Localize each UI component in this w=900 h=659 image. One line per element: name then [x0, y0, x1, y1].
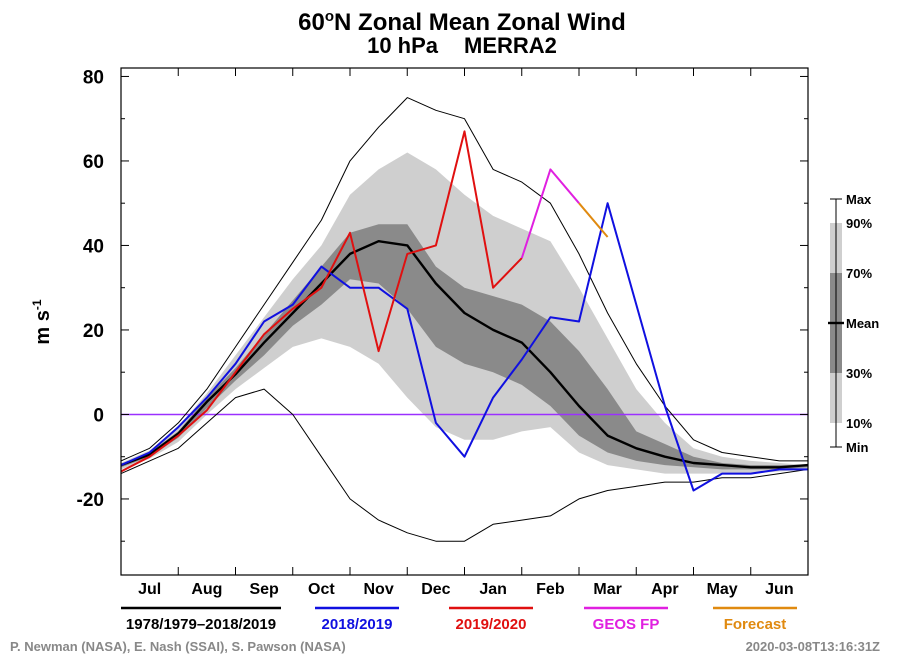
x-month-labels: Jul Aug Sep Oct Nov Dec Jan Feb Mar Apr May Jun — [138, 581, 794, 598]
series-line-forecast — [578, 202, 609, 238]
x-month-label: Apr — [651, 581, 679, 598]
x-month-label: Sep — [249, 581, 279, 598]
band-legend-label: 10% — [846, 416, 872, 431]
series-line-2019-2020 — [120, 130, 523, 473]
legend-label: Forecast — [724, 616, 787, 633]
band-legend-label: Mean — [846, 316, 879, 331]
chart-subtitle: 10 hPa MERRA2 — [367, 33, 557, 58]
x-month-label: Aug — [191, 581, 222, 598]
band-legend: Max 90% 70% Mean 30% 10% Min — [828, 192, 879, 455]
x-month-label: Nov — [364, 581, 394, 598]
band-legend-label: 90% — [846, 216, 872, 231]
x-month-label: Jul — [138, 581, 161, 598]
band-legend-label: Min — [846, 440, 868, 455]
credits-timestamp: 2020-03-08T13:16:31Z — [746, 639, 880, 654]
chart-title: 60oN Zonal Mean Zonal Wind — [298, 8, 626, 36]
series-lines — [120, 97, 809, 542]
y-tick-label: 40 — [83, 236, 104, 257]
x-month-label: Dec — [421, 581, 450, 598]
series-legend: 1978/1979–2018/2019 2018/2019 2019/2020 GEO… — [121, 606, 797, 633]
series-climatology-min — [120, 388, 809, 542]
y-tick-label: -20 — [77, 490, 104, 511]
x-month-label: Oct — [308, 581, 335, 598]
x-month-label: Jun — [765, 581, 793, 598]
legend-label: 1978/1979–2018/2019 — [126, 616, 276, 633]
axis-ticks — [120, 68, 809, 575]
band-legend-label: 70% — [846, 266, 872, 281]
x-month-label: Feb — [536, 581, 565, 598]
legend-label: GEOS FP — [593, 616, 660, 633]
x-month-label: Jan — [479, 581, 507, 598]
band-30-70 — [121, 224, 808, 470]
y-tick-label: 20 — [83, 321, 104, 342]
band-legend-label: Max — [846, 192, 872, 207]
x-month-label: Mar — [593, 581, 621, 598]
credits-authors: P. Newman (NASA), E. Nash (SSAI), S. Paw… — [10, 639, 346, 654]
y-tick-label: 60 — [83, 152, 104, 173]
x-month-label: May — [707, 581, 738, 598]
y-tick-label: 0 — [93, 405, 104, 426]
series-line-geos-fp — [520, 168, 580, 259]
band-legend-label: 30% — [846, 366, 872, 381]
legend-label: 2019/2020 — [456, 616, 527, 633]
legend-label: 2018/2019 — [322, 616, 393, 633]
y-tick-label: 80 — [83, 67, 104, 88]
series-climatology-max — [120, 97, 808, 462]
y-tick-labels: 80 60 40 20 0 -20 — [77, 67, 104, 511]
y-axis-label: m s-1 — [30, 299, 54, 344]
series-climatology-mean — [120, 240, 809, 469]
series-line-2018-2019 — [120, 202, 808, 492]
